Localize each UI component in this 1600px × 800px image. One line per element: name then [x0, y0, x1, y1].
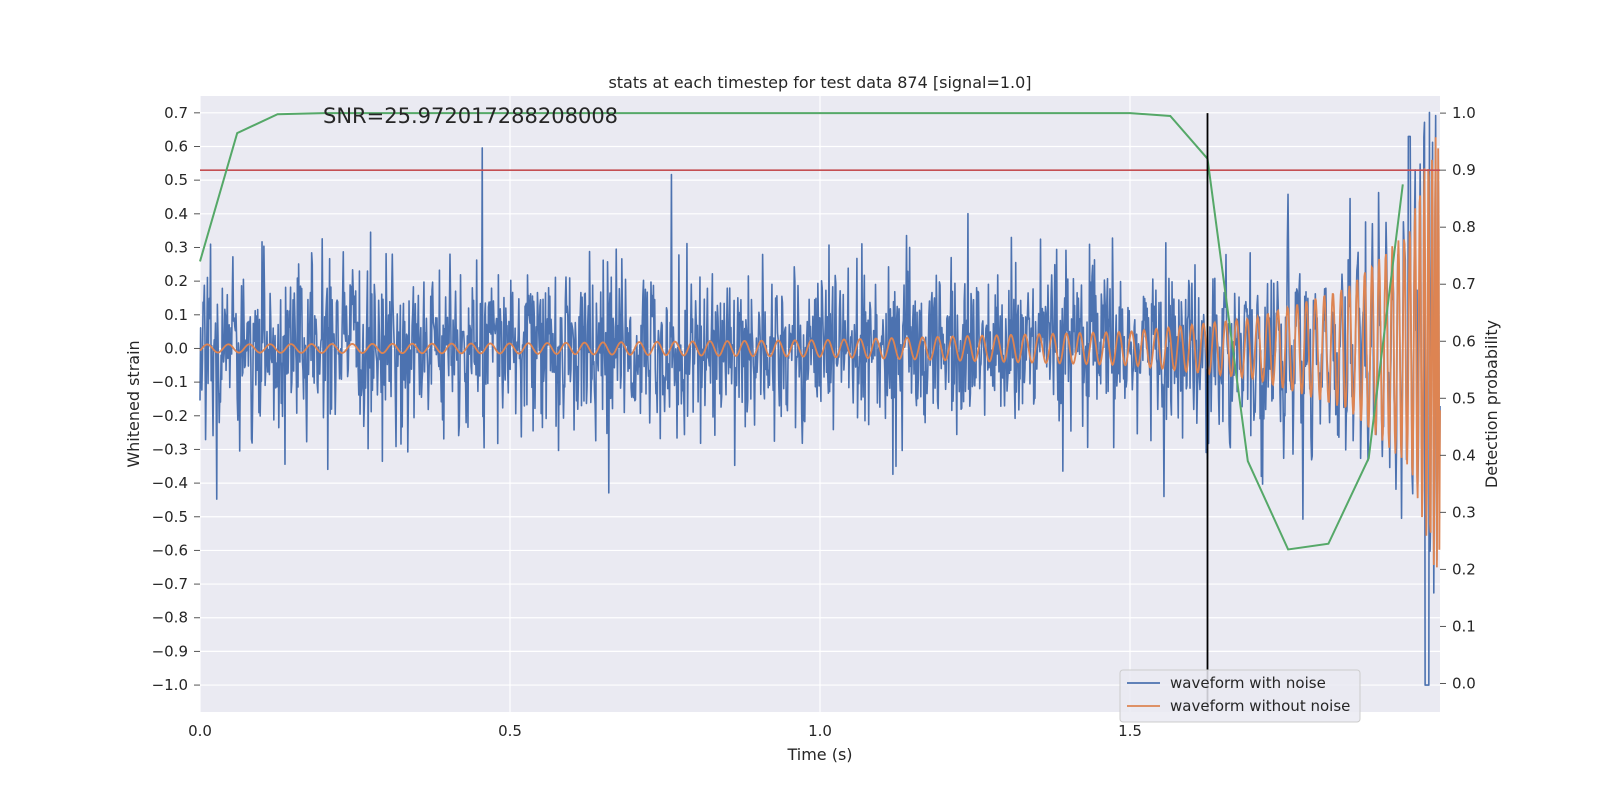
y2-tick-label: 0.3: [1452, 503, 1476, 521]
x-tick-label: 1.0: [808, 722, 832, 740]
y-tick-label: 0.0: [164, 339, 188, 357]
y2-tick-label: 0.8: [1452, 218, 1476, 236]
y-tick-label: −0.6: [152, 541, 188, 559]
y-tick-label: −0.5: [152, 508, 188, 526]
legend-box: [1119, 669, 1361, 723]
x-tick-label: 1.5: [1118, 722, 1142, 740]
y-tick-label: −0.8: [152, 609, 188, 627]
y-tick-label: 0.6: [164, 137, 188, 155]
y2-axis-ticks: 1.0 0.9 0.8 0.7 0.6 0.5 0.4 0.3 0.2 0.1 0.0: [1440, 104, 1476, 692]
y-tick-label: −0.3: [152, 440, 188, 458]
x-tick-label: 0.5: [498, 722, 522, 740]
y2-tick-label: 0.4: [1452, 446, 1476, 464]
y-tick-label: 0.2: [164, 272, 188, 290]
y2-tick-label: 0.5: [1452, 389, 1476, 407]
y-tick-label: 0.3: [164, 238, 188, 256]
legend: waveform with noise waveform without noi…: [1119, 669, 1361, 723]
y-tick-label: −0.2: [152, 407, 188, 425]
y-tick-label: −0.1: [152, 373, 188, 391]
y2-tick-label: 0.9: [1452, 161, 1476, 179]
y2-axis-label: Detection probability: [1482, 320, 1501, 488]
legend-label-clean: waveform without noise: [1170, 697, 1350, 715]
y2-tick-label: 0.7: [1452, 275, 1476, 293]
y2-tick-label: 0.6: [1452, 332, 1476, 350]
chart-title: stats at each timestep for test data 874…: [608, 73, 1031, 92]
y-axis-ticks: 0.7 0.6 0.5 0.4 0.3 0.2 0.1 0.0 −0.1 −0.2 −0.3 −0.4…: [152, 104, 200, 694]
y-tick-label: −0.9: [152, 642, 188, 660]
y2-tick-label: 0.1: [1452, 617, 1476, 635]
x-axis-label: Time (s): [786, 745, 852, 764]
y-tick-label: 0.7: [164, 104, 188, 122]
x-axis-ticks: 0.0 0.5 1.0 1.5: [188, 722, 1142, 740]
snr-annotation: SNR=25.972017288208008: [323, 104, 618, 128]
y-tick-label: 0.1: [164, 306, 188, 324]
y-tick-label: −0.4: [152, 474, 188, 492]
y-tick-label: 0.5: [164, 171, 188, 189]
y2-tick-label: 0.2: [1452, 560, 1476, 578]
x-tick-label: 0.0: [188, 722, 212, 740]
y-axis-label: Whitened strain: [124, 340, 143, 467]
series-detection-probability: [199, 112, 1404, 551]
legend-label-noise: waveform with noise: [1170, 674, 1326, 692]
series-layer: [199, 111, 1441, 712]
y-tick-label: 0.4: [164, 205, 188, 223]
y2-tick-label: 0.0: [1452, 674, 1476, 692]
y2-tick-label: 1.0: [1452, 104, 1476, 122]
y-tick-label: −0.7: [152, 575, 188, 593]
y-tick-label: −1.0: [152, 676, 188, 694]
